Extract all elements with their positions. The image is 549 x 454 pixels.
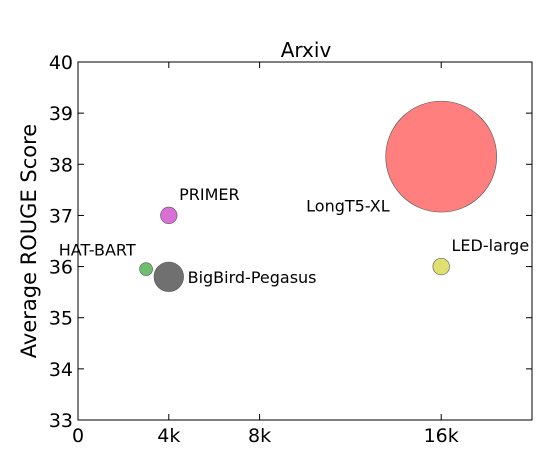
y-axis-label: Average ROUGE Score: [17, 124, 41, 358]
point-primer: [160, 207, 177, 224]
y-tick-label: 38: [49, 154, 73, 176]
x-tick-label: 0: [72, 425, 84, 447]
point-label-primer: PRIMER: [179, 185, 240, 204]
y-tick-label: 35: [49, 308, 73, 330]
point-led-large: [433, 258, 450, 275]
point-label-led-large: LED-large: [452, 236, 530, 255]
point-hat-bart: [140, 263, 153, 276]
x-tick-label: 8k: [248, 425, 271, 447]
chart-title: Arxiv: [281, 38, 332, 62]
x-tick-label: 16k: [424, 425, 459, 447]
y-tick-label: 34: [49, 359, 73, 381]
y-tick-label: 40: [49, 52, 73, 74]
y-tick-label: 33: [49, 410, 73, 432]
point-bigbird-pegasus: [154, 262, 184, 292]
y-tick-label: 39: [49, 103, 73, 125]
point-label-bigbird-pegasus: BigBird-Pegasus: [188, 268, 317, 287]
point-longt5-xl: [386, 101, 497, 212]
x-tick-label: 4k: [157, 425, 180, 447]
point-label-longt5-xl: LongT5-XL: [306, 197, 390, 216]
y-tick-label: 36: [49, 257, 73, 279]
y-tick-label: 37: [49, 205, 73, 227]
